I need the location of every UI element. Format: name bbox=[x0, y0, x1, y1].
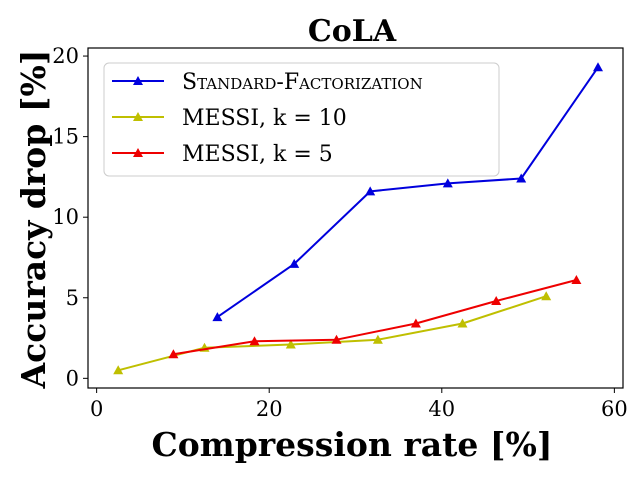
data-point-messi-k-5 bbox=[249, 336, 260, 346]
data-point-standard-factorization bbox=[365, 186, 376, 196]
y-axis-label: Accuracy drop [%] bbox=[14, 50, 53, 390]
y-tick-label: 0 bbox=[66, 366, 79, 390]
series-line-standard-factorization bbox=[216, 66, 599, 318]
legend-label-messi-k5: MESSI, k = 5 bbox=[182, 142, 333, 167]
series-line-messi-k-5 bbox=[173, 279, 577, 356]
data-point-standard-factorization bbox=[289, 258, 300, 268]
y-tick-label: 5 bbox=[66, 286, 79, 310]
x-axis-label: Compression rate [%] bbox=[152, 425, 553, 464]
data-point-standard-factorization bbox=[516, 173, 527, 183]
data-point-standard-factorization bbox=[442, 178, 453, 188]
data-point-messi-k-5 bbox=[571, 275, 582, 284]
data-point-messi-k-10 bbox=[457, 318, 468, 328]
legend: Standard-Factorization MESSI, k = 10 MES… bbox=[103, 62, 500, 177]
y-tick-label: 15 bbox=[52, 125, 79, 149]
y-tick-label: 20 bbox=[52, 44, 79, 68]
x-tick-label: 20 bbox=[256, 397, 283, 421]
chart-title: CoLA bbox=[308, 14, 397, 49]
data-point-messi-k-10 bbox=[541, 291, 552, 301]
data-point-messi-k-5 bbox=[331, 334, 342, 344]
data-point-standard-factorization bbox=[212, 312, 223, 322]
data-point-messi-k-5 bbox=[491, 296, 502, 305]
plot-frame bbox=[87, 47, 624, 389]
legend-label-standard: Standard-Factorization bbox=[182, 70, 423, 95]
legend-marker-messi-k5 bbox=[133, 148, 143, 157]
legend-marker-messi-k10 bbox=[133, 112, 143, 121]
y-tick-label: 10 bbox=[52, 205, 79, 229]
legend-label-messi-k10: MESSI, k = 10 bbox=[182, 106, 347, 131]
x-tick-label: 0 bbox=[90, 397, 103, 421]
data-point-messi-k-10 bbox=[285, 339, 296, 349]
data-point-messi-k-5 bbox=[410, 318, 421, 328]
data-point-messi-k-10 bbox=[113, 365, 124, 375]
legend-box bbox=[103, 62, 500, 177]
data-point-standard-factorization bbox=[593, 62, 603, 72]
x-tick-label: 60 bbox=[601, 397, 628, 421]
x-tick-label: 40 bbox=[428, 397, 455, 421]
axis-ticks: 0 20 40 60 0 5 10 15 20 bbox=[52, 44, 627, 421]
plot-area bbox=[113, 62, 603, 375]
data-point-messi-k-5 bbox=[168, 349, 179, 359]
series-line-messi-k-10 bbox=[117, 295, 547, 372]
legend-marker-standard bbox=[133, 76, 143, 85]
data-point-messi-k-10 bbox=[372, 334, 383, 344]
